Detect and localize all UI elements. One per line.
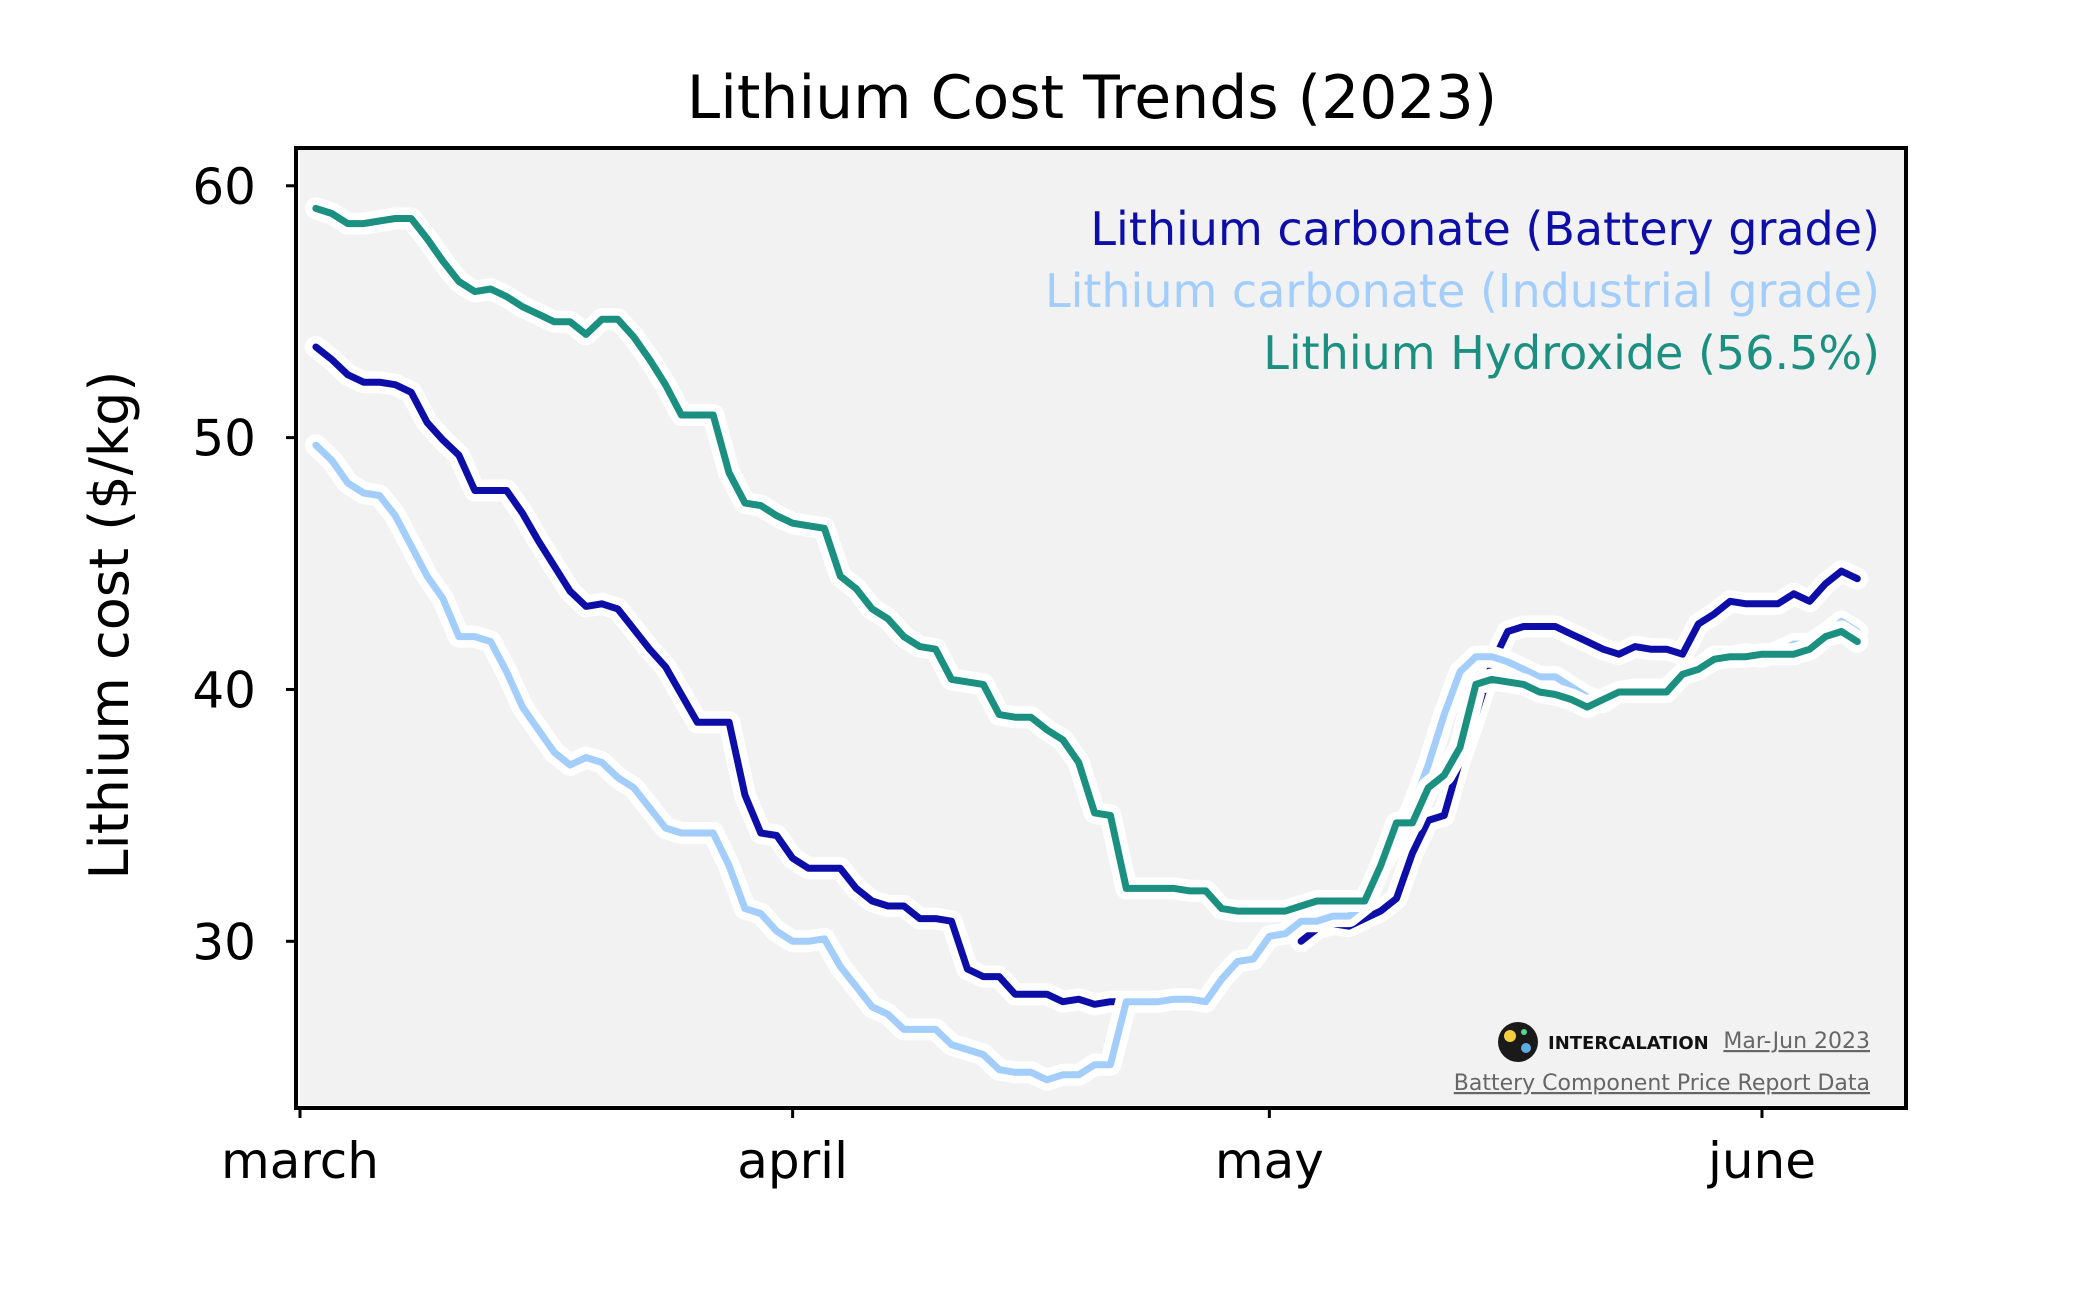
chart-title: Lithium Cost Trends (2023) bbox=[687, 63, 1497, 133]
intercalation-logo-icon bbox=[1498, 1022, 1538, 1062]
series-layer bbox=[304, 197, 1869, 1091]
y-axis-label: Lithium cost ($/kg) bbox=[78, 371, 141, 880]
y-axis-ticks: 30 40 50 60 bbox=[192, 158, 296, 971]
x-axis-ticks: march april may june bbox=[221, 1108, 1816, 1190]
y-tick-label: 50 bbox=[192, 410, 256, 468]
plot-background bbox=[300, 148, 1905, 1105]
legend-entry: Lithium carbonate (Battery grade) bbox=[1090, 202, 1880, 256]
legend: Lithium carbonate (Battery grade) Lithium… bbox=[1045, 202, 1880, 380]
series-1-line bbox=[304, 336, 1869, 1016]
watermark: INTERCALATION Mar-Jun 2023 Battery Compo… bbox=[1454, 1022, 1870, 1096]
series-3-line bbox=[304, 197, 1869, 923]
source-note: Battery Component Price Report Data bbox=[1454, 1071, 1870, 1096]
y-tick-label: 30 bbox=[192, 913, 256, 971]
x-tick-label: june bbox=[1707, 1132, 1816, 1190]
x-tick-label: april bbox=[737, 1132, 848, 1190]
x-tick-label: may bbox=[1215, 1132, 1324, 1190]
legend-entry: Lithium Hydroxide (56.5%) bbox=[1263, 326, 1880, 380]
x-tick-label: march bbox=[221, 1132, 379, 1190]
series-path bbox=[1297, 567, 1861, 945]
legend-entry: Lithium carbonate (Industrial grade) bbox=[1045, 264, 1880, 318]
y-tick-label: 60 bbox=[192, 158, 256, 216]
plot-frame bbox=[294, 146, 1908, 1110]
y-tick-label: 40 bbox=[192, 661, 256, 719]
series-path bbox=[312, 343, 1130, 1008]
date-range-note: Mar-Jun 2023 bbox=[1723, 1029, 1870, 1054]
brand-name: INTERCALATION bbox=[1548, 1033, 1709, 1054]
series-path bbox=[312, 204, 1861, 915]
